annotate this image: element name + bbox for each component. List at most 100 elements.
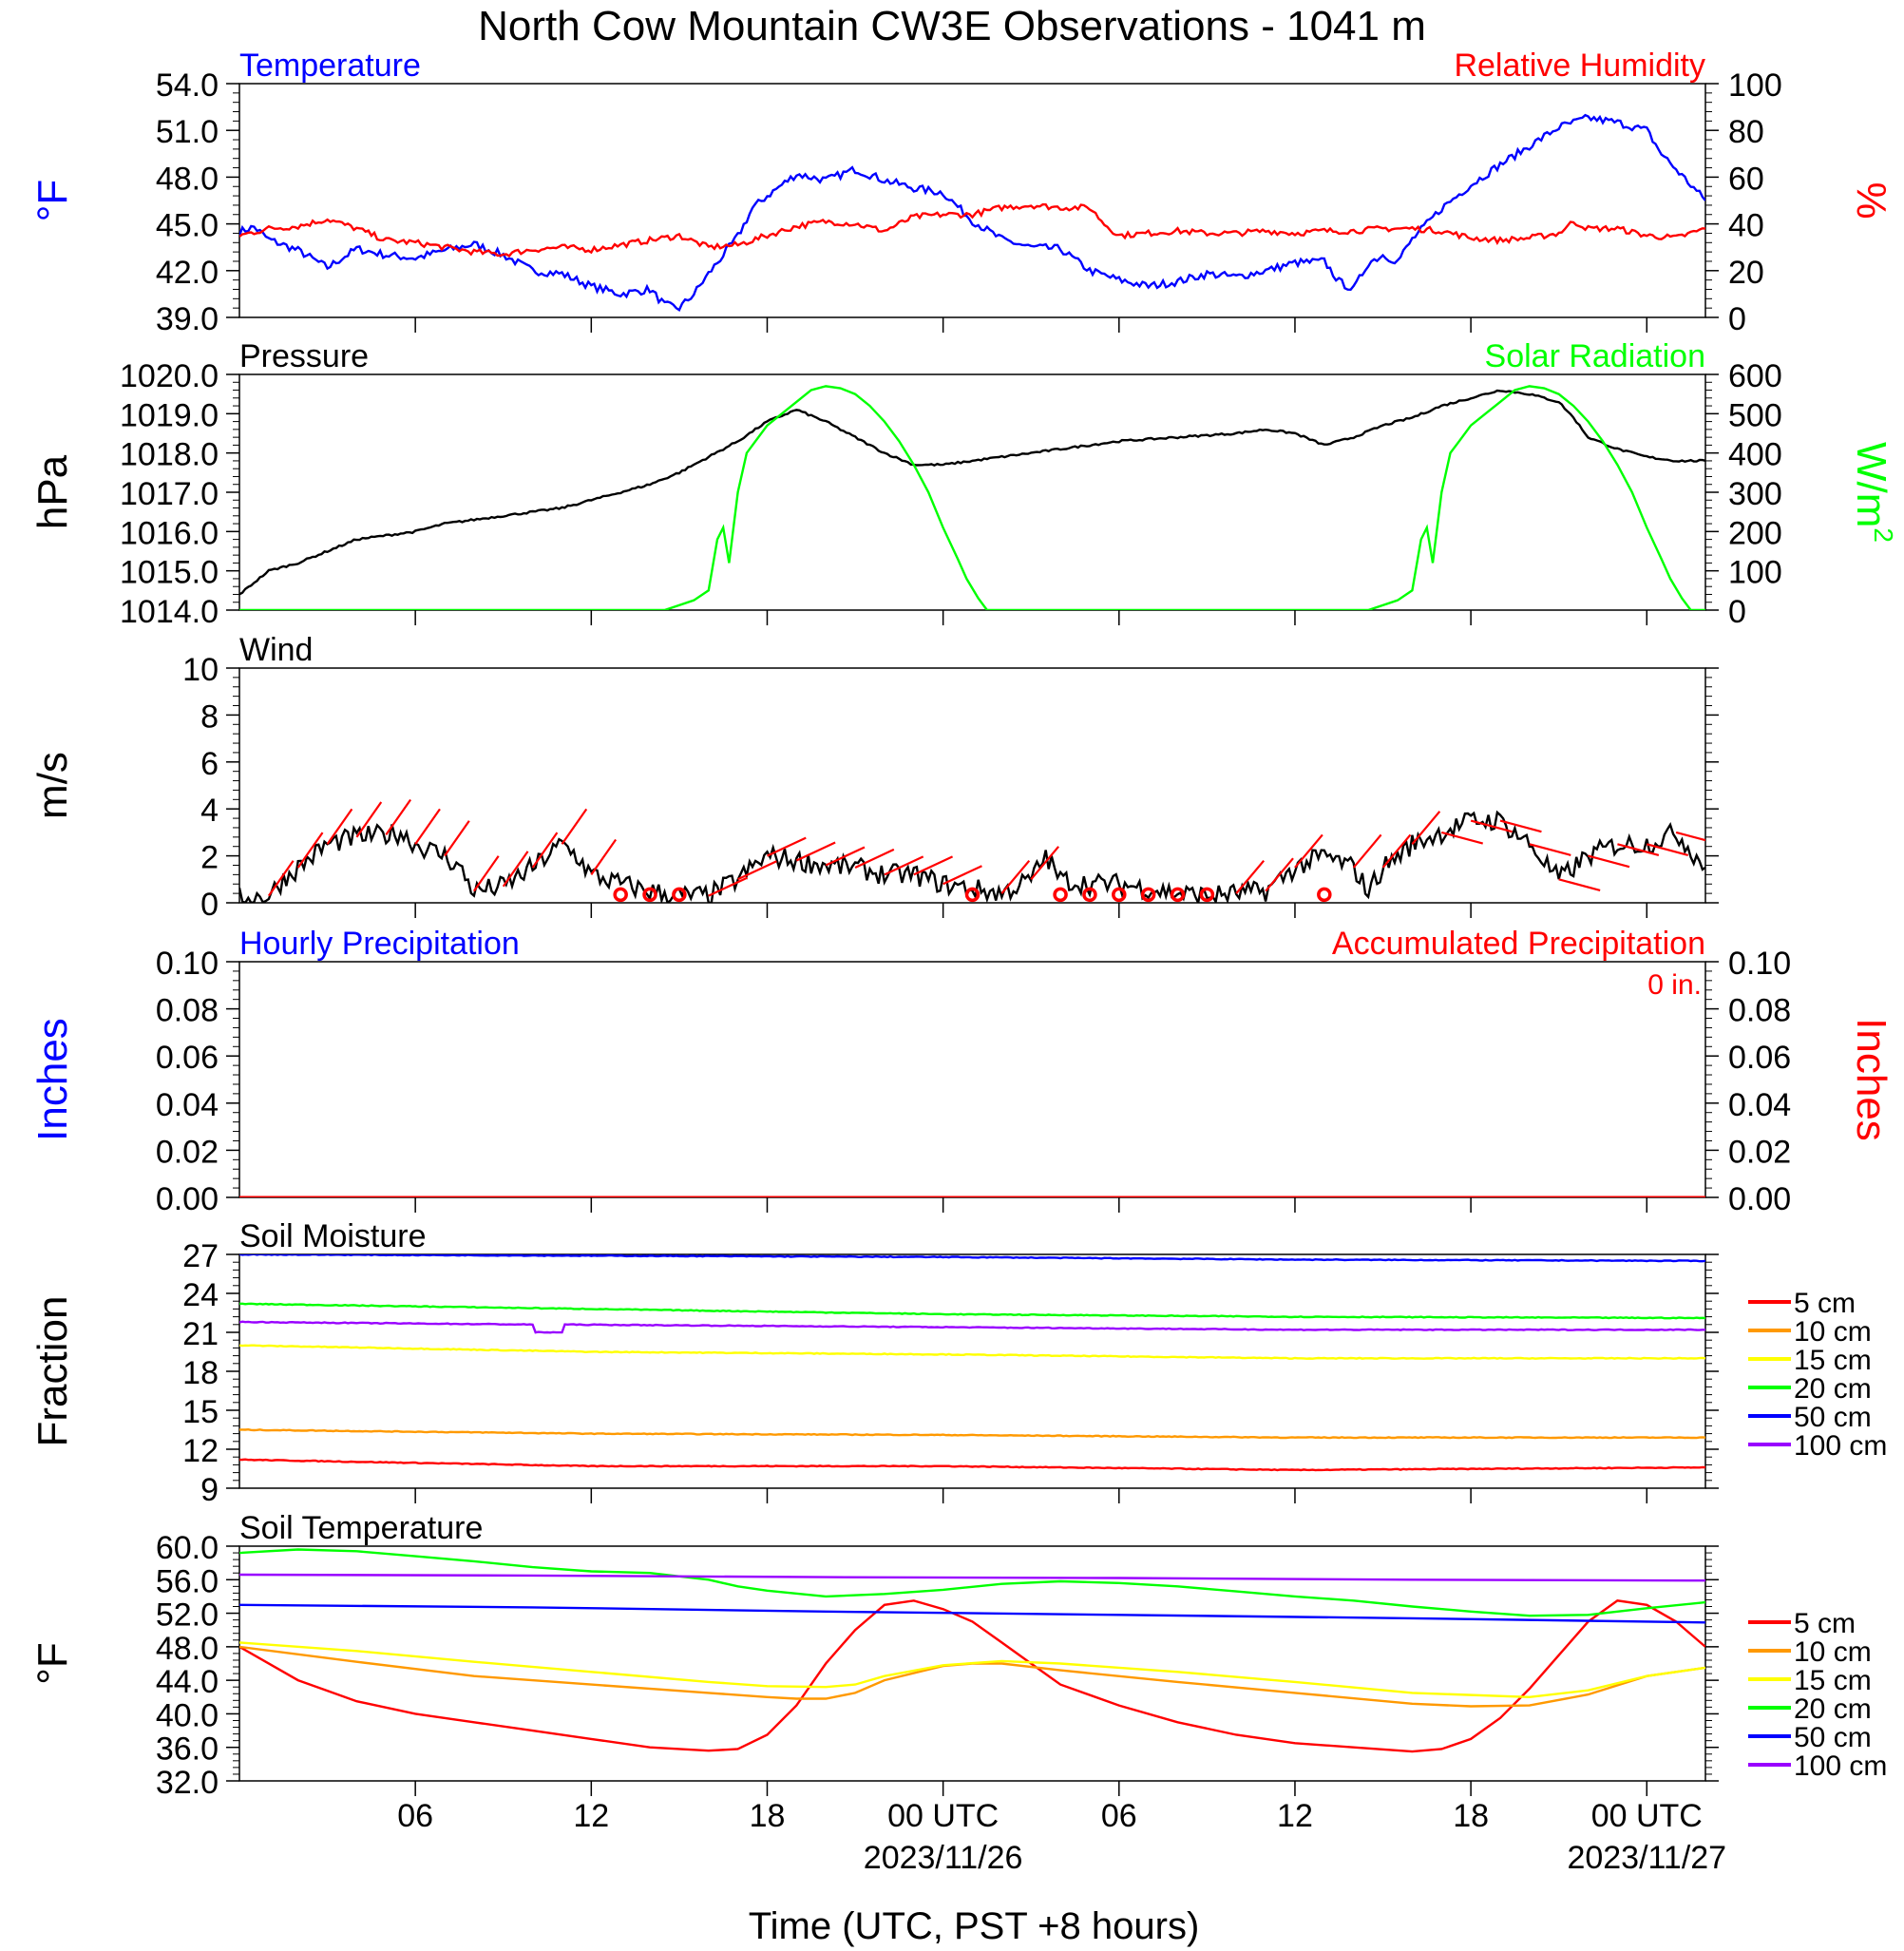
figure-title: North Cow Mountain CW3E Observations - 1… — [478, 3, 1426, 49]
wind-barb — [884, 855, 924, 876]
wind-barb — [767, 836, 807, 857]
panel-title-left: Soil Temperature — [239, 1510, 483, 1546]
wind-barb — [385, 798, 412, 836]
y-tick-label-right: 40 — [1728, 208, 1764, 244]
wind-barb — [1000, 859, 1031, 894]
wind-barb — [737, 860, 777, 881]
y-tick-label-right: 400 — [1728, 437, 1782, 473]
wind-barb — [708, 876, 749, 897]
wind-barb — [444, 820, 470, 857]
wind-barb — [414, 808, 441, 845]
wind-barb — [1265, 857, 1294, 892]
y-tick-label-left: 24 — [182, 1277, 219, 1313]
calm-wind-marker — [613, 887, 628, 903]
calm-wind-marker — [1199, 887, 1215, 903]
wind-barb — [531, 832, 559, 869]
panel-frame — [238, 1253, 1706, 1489]
legend-label: 20 cm — [1794, 1693, 1872, 1725]
y-tick-label-left: 32.0 — [156, 1765, 219, 1801]
y-axis-label-right: Inches — [1848, 1018, 1894, 1141]
y-axis-label-right: % — [1848, 182, 1894, 219]
wind-barb — [1352, 833, 1382, 869]
calm-wind-marker — [1170, 887, 1186, 903]
calm-wind-marker — [672, 887, 687, 903]
x-tick-label: 12 — [1277, 1798, 1313, 1834]
panel-6: 32.036.040.044.048.052.056.060.0 Soil Tem… — [29, 1510, 1887, 1801]
y-tick-label-left: 10 — [182, 652, 219, 688]
y-tick-label-left: 45.0 — [156, 208, 219, 244]
y-tick-label-right: 0.06 — [1728, 1040, 1791, 1076]
x-tick-label: 00 UTC — [1591, 1798, 1703, 1834]
panel-title-left: Temperature — [239, 48, 421, 84]
panel-frame — [238, 667, 1706, 904]
y-tick-label-left: 0.06 — [156, 1040, 219, 1076]
y-tick-label-right: 60 — [1728, 161, 1764, 197]
legend-label: 100 cm — [1794, 1750, 1887, 1782]
y-tick-label-left: 0.00 — [156, 1181, 219, 1217]
x-date-label: 2023/11/27 — [1567, 1840, 1726, 1876]
panel-title-left: Pressure — [239, 338, 369, 374]
legend-label: 5 cm — [1794, 1608, 1856, 1639]
legend-label: 10 cm — [1794, 1316, 1872, 1348]
y-tick-label-left: 1014.0 — [120, 594, 219, 630]
calm-wind-marker — [642, 887, 657, 903]
series-line-relative-humidity — [239, 202, 1705, 258]
calm-wind-marker — [1082, 887, 1097, 903]
plot-area — [239, 113, 1705, 312]
wind-barb — [825, 846, 866, 867]
plot-area — [239, 1254, 1705, 1472]
wind-barb — [1558, 878, 1601, 892]
series-line-20-cm — [239, 1302, 1705, 1320]
y-tick-label-left: 1020.0 — [120, 358, 219, 394]
wind-barb — [913, 855, 954, 876]
y-tick-label-left: 0.10 — [156, 946, 219, 982]
y-tick-label-right: 0.00 — [1728, 1181, 1791, 1217]
y-tick-label-right: 0.10 — [1728, 946, 1791, 982]
calm-wind-marker — [1140, 887, 1156, 903]
wind-barb — [1440, 831, 1484, 845]
y-tick-label-left: 8 — [200, 698, 219, 735]
x-tick-label: 18 — [1453, 1798, 1489, 1834]
legend-label: 50 cm — [1794, 1722, 1872, 1753]
y-tick-label-left: 42.0 — [156, 255, 219, 291]
legend-label: 10 cm — [1794, 1636, 1872, 1668]
y-tick-label-left: 4 — [200, 793, 219, 829]
y-axis-label-left: °F — [29, 180, 76, 221]
y-tick-label-left: 9 — [200, 1472, 219, 1508]
y-axis-label-left: °F — [29, 1642, 76, 1684]
y-tick-label-right: 200 — [1728, 515, 1782, 551]
panel-frame — [238, 83, 1706, 318]
wind-barb — [1499, 819, 1542, 833]
y-tick-label-right: 20 — [1728, 255, 1764, 291]
panel-4: 0.00 0.02 0.04 0.06 0.08 0.10 0.00 0.02 0.04 0.06… — [29, 926, 1894, 1217]
y-tick-label-left: 12 — [182, 1433, 219, 1469]
panel-title-left: Hourly Precipitation — [239, 926, 520, 962]
series-line-50-cm — [239, 1603, 1705, 1624]
panel-title-left: Wind — [239, 632, 313, 668]
y-tick-label-left: 54.0 — [156, 67, 219, 104]
wind-barb — [1411, 811, 1441, 845]
y-tick-label-left: 21 — [182, 1316, 219, 1352]
series-line-pressure — [239, 389, 1705, 596]
y-tick-label-left: 1016.0 — [120, 515, 219, 551]
legend-label: 20 cm — [1794, 1373, 1872, 1405]
series-line-20-cm — [239, 1548, 1705, 1617]
x-tick-label: 18 — [750, 1798, 786, 1834]
calm-wind-marker — [1112, 887, 1127, 903]
calm-wind-marker — [1317, 887, 1332, 903]
wind-barb — [1381, 833, 1412, 869]
wind-barb — [942, 865, 982, 886]
y-axis-label-left: Inches — [29, 1018, 76, 1141]
y-tick-label-left: 44.0 — [156, 1664, 219, 1700]
series-line-10-cm — [239, 1427, 1705, 1440]
y-axis-label-left: Fraction — [29, 1296, 76, 1447]
x-tick-label: 06 — [397, 1798, 433, 1834]
legend-label: 100 cm — [1794, 1430, 1887, 1462]
wind-barb — [502, 851, 529, 888]
wind-barb — [1294, 833, 1323, 869]
series-line-15-cm — [239, 1344, 1705, 1360]
series-line-50-cm — [239, 1254, 1705, 1263]
series-line-15-cm — [239, 1641, 1705, 1699]
legend-label: 15 cm — [1794, 1665, 1872, 1696]
plot-area — [239, 798, 1705, 903]
